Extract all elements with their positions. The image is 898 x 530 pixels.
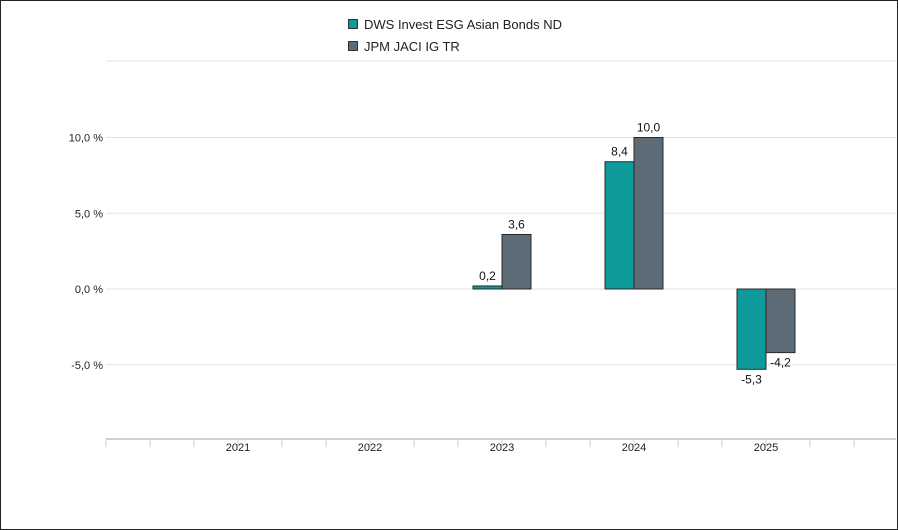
data-label: -4,2 [770,356,791,370]
data-label: -5,3 [741,372,762,386]
x-tick-label: 2021 [226,442,250,454]
data-label: 0,2 [479,269,496,283]
bar [633,137,664,290]
bar [604,161,635,290]
y-tick-label: 5,0 % [75,208,103,220]
legend-label-series-0: DWS Invest ESG Asian Bonds ND [364,16,562,32]
data-label: 10,0 [637,121,661,135]
bar [472,285,503,290]
bar [765,288,796,354]
legend-label-series-1: JPM JACI IG TR [364,38,460,54]
x-tick-label: 2022 [358,442,382,454]
x-tick-label: 2025 [754,442,778,454]
y-tick-label: 0,0 % [75,284,103,296]
legend-swatch-series-1 [348,41,358,51]
data-label: 8,4 [611,145,628,159]
legend-swatch-series-0 [348,19,358,29]
bar [501,233,532,290]
y-tick-label: 10,0 % [69,133,103,145]
legend-item-series-1: JPM JACI IG TR [348,35,562,57]
legend: DWS Invest ESG Asian Bonds ND JPM JACI I… [348,13,562,57]
bar [736,288,767,370]
data-label: 3,6 [508,217,525,231]
x-tick-label: 2023 [490,442,514,454]
y-tick-label: -5,0 % [71,360,103,372]
x-tick-label: 2024 [622,442,646,454]
legend-item-series-0: DWS Invest ESG Asian Bonds ND [348,13,562,35]
